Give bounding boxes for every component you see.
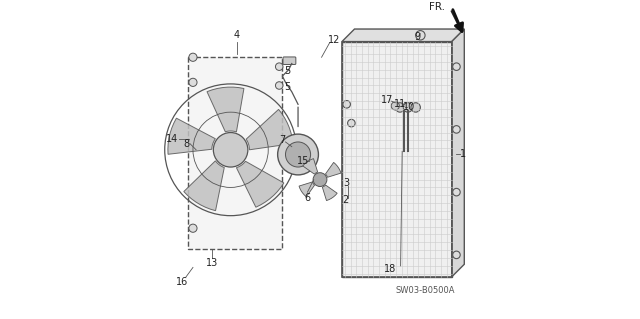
Polygon shape (342, 29, 464, 41)
Circle shape (411, 103, 420, 112)
Circle shape (275, 63, 283, 70)
Text: 3: 3 (344, 178, 349, 188)
Text: 6: 6 (305, 193, 310, 204)
Polygon shape (236, 161, 284, 207)
Circle shape (213, 132, 248, 167)
Circle shape (452, 63, 460, 70)
Circle shape (189, 224, 197, 232)
Text: 7: 7 (279, 135, 285, 145)
Text: 9: 9 (414, 32, 420, 42)
Text: 5: 5 (284, 82, 290, 92)
Polygon shape (188, 57, 282, 249)
Polygon shape (342, 41, 452, 277)
Text: 14: 14 (166, 134, 179, 144)
Polygon shape (184, 161, 224, 211)
Circle shape (275, 82, 283, 89)
Circle shape (452, 251, 460, 259)
Circle shape (313, 173, 327, 187)
Text: 17: 17 (381, 95, 394, 105)
Circle shape (415, 31, 425, 40)
Circle shape (189, 78, 197, 86)
Text: 16: 16 (176, 277, 188, 286)
Circle shape (403, 103, 413, 112)
Text: 2: 2 (342, 195, 348, 205)
Polygon shape (326, 162, 341, 177)
Circle shape (348, 119, 355, 127)
Circle shape (285, 142, 310, 167)
Circle shape (278, 134, 319, 175)
Circle shape (396, 103, 404, 112)
Text: FR.: FR. (429, 2, 445, 12)
Polygon shape (303, 159, 317, 174)
Circle shape (391, 102, 399, 110)
Text: 12: 12 (328, 35, 340, 45)
Text: 8: 8 (184, 138, 189, 149)
Text: 15: 15 (296, 156, 309, 166)
Circle shape (452, 126, 460, 133)
Text: 5: 5 (284, 66, 290, 76)
Circle shape (343, 100, 351, 108)
Text: 11: 11 (394, 99, 406, 109)
Text: SW03-B0500A: SW03-B0500A (396, 286, 455, 295)
Polygon shape (168, 118, 216, 154)
Text: 4: 4 (234, 30, 240, 40)
Polygon shape (452, 29, 464, 277)
Circle shape (452, 189, 460, 196)
Polygon shape (323, 185, 337, 201)
Text: 10: 10 (403, 102, 415, 112)
Polygon shape (246, 109, 293, 150)
Text: 18: 18 (385, 264, 397, 274)
Text: 13: 13 (205, 258, 218, 268)
Polygon shape (207, 87, 244, 132)
Circle shape (189, 53, 197, 61)
Polygon shape (299, 182, 314, 197)
FancyBboxPatch shape (283, 57, 296, 64)
Text: 1: 1 (460, 150, 466, 160)
